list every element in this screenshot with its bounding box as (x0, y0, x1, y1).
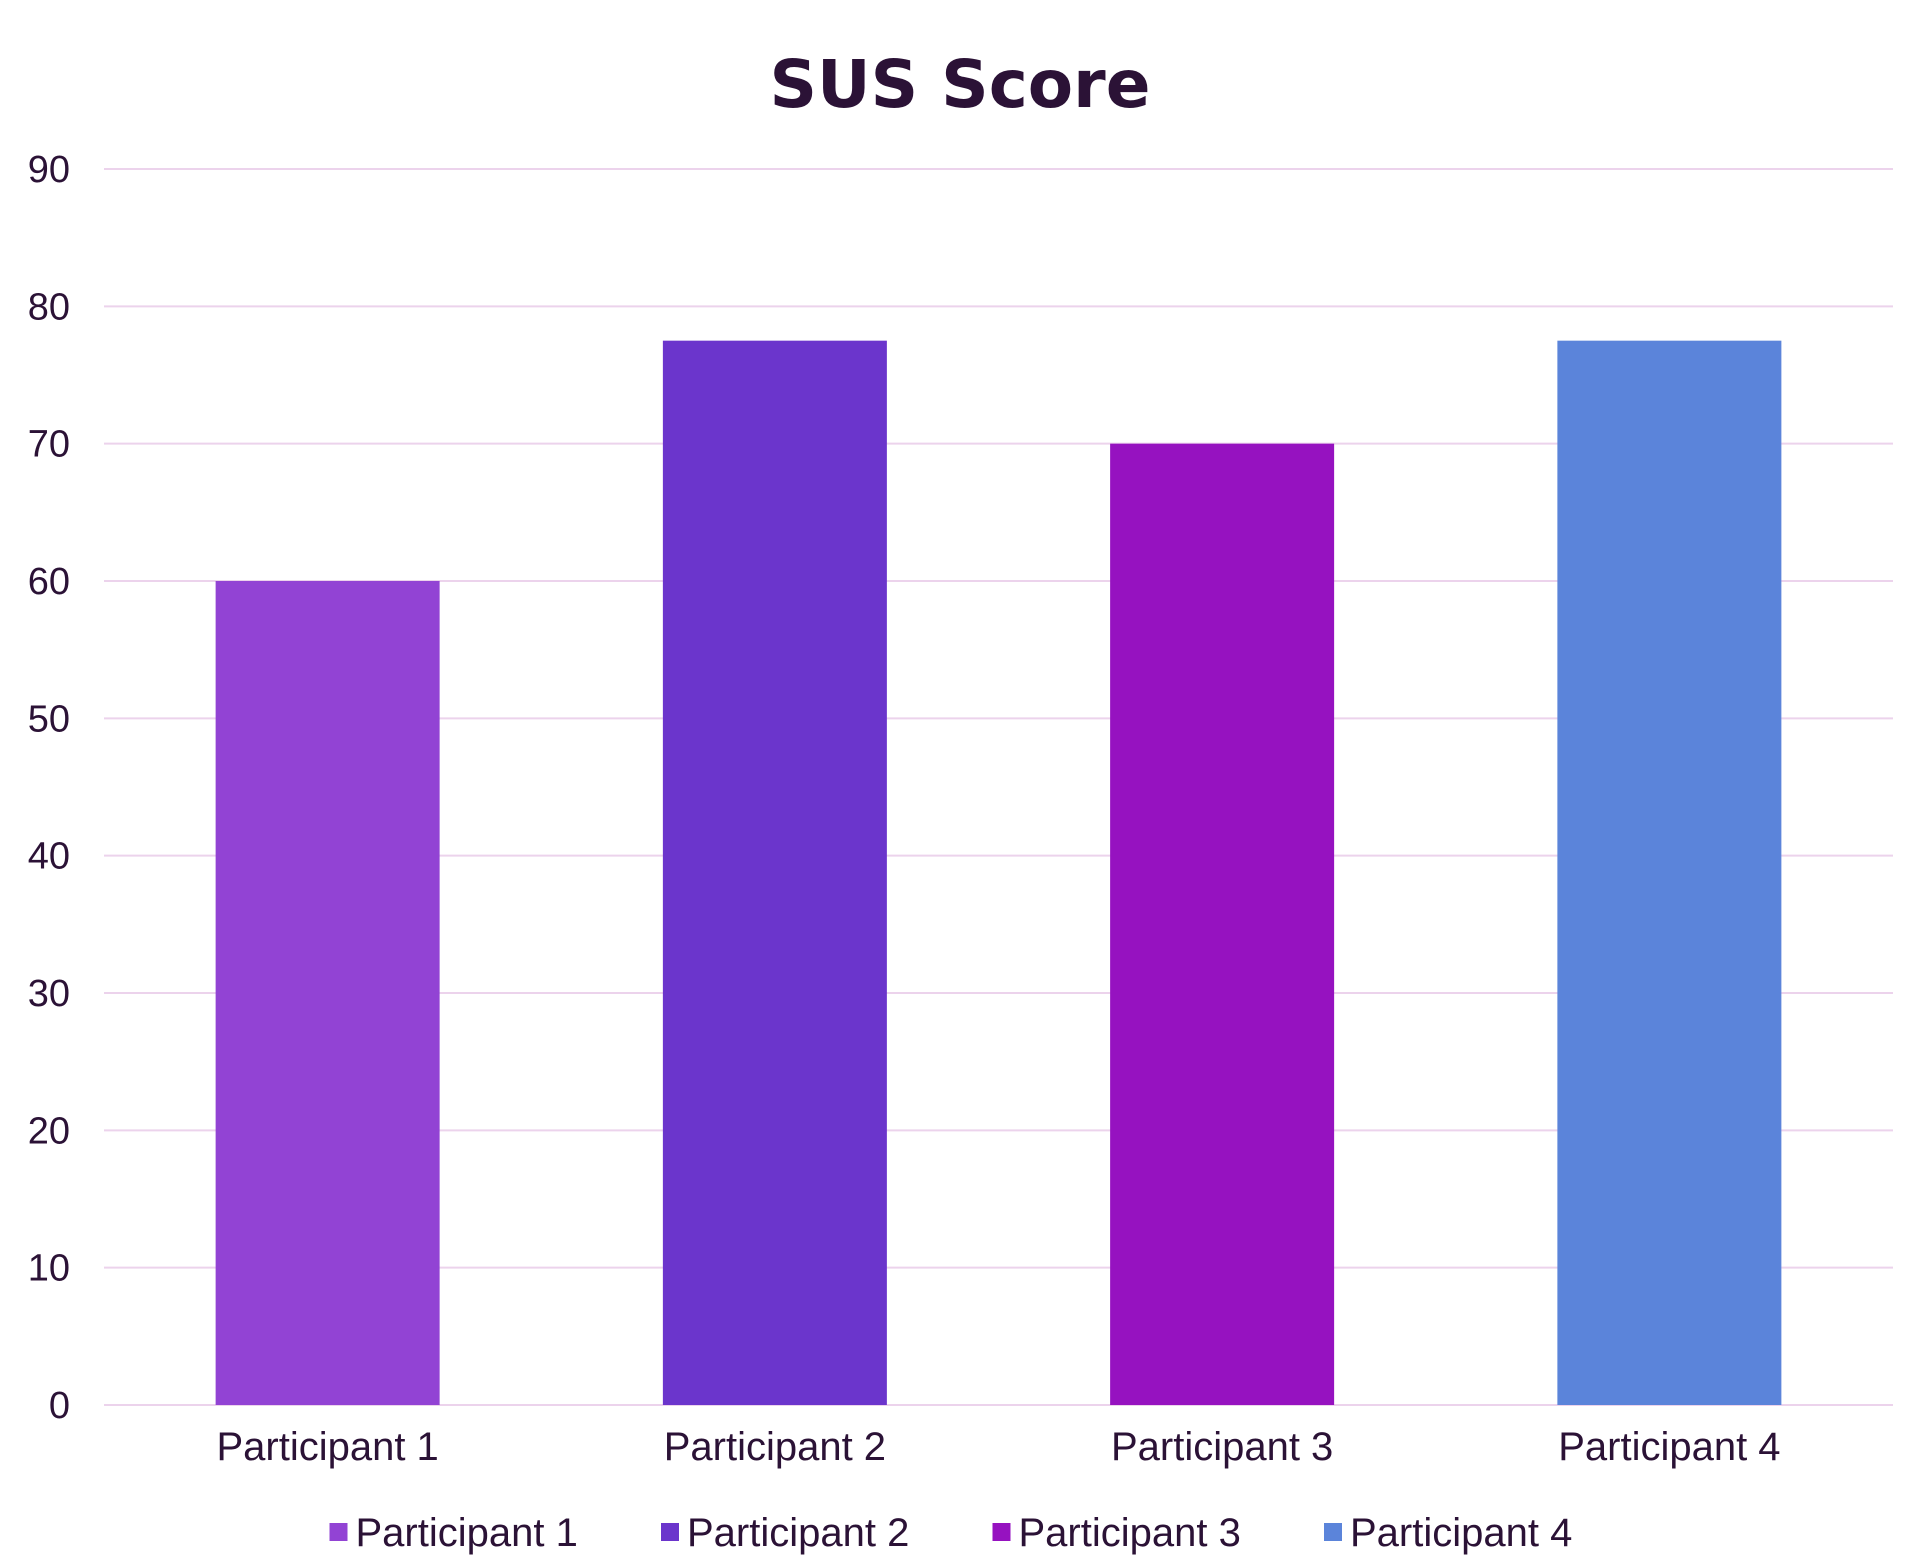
y-tick-label: 50 (28, 698, 70, 740)
x-category-label: Participant 3 (1111, 1425, 1333, 1469)
y-tick-label: 40 (28, 836, 70, 878)
x-category-label: Participant 2 (664, 1425, 886, 1469)
legend-swatch (661, 1523, 679, 1541)
y-tick-label: 10 (28, 1248, 70, 1290)
x-axis: Participant 1 Participant 2 Participant 3 P… (216, 1425, 1780, 1469)
legend-label: Participant 4 (1350, 1511, 1572, 1555)
x-category-label: Participant 1 (216, 1425, 438, 1469)
legend-label: Participant 2 (687, 1511, 909, 1555)
bars (215, 340, 1782, 1406)
bar (662, 340, 887, 1406)
legend-swatch (329, 1523, 348, 1541)
y-axis: 0 10 20 30 40 50 60 70 80 90 (28, 149, 70, 1427)
x-category-label: Participant 4 (1558, 1425, 1780, 1469)
bar (1110, 443, 1335, 1406)
y-tick-label: 20 (28, 1110, 70, 1152)
legend-swatch (992, 1523, 1011, 1541)
y-tick-label: 60 (28, 561, 70, 603)
chart-title: SUS Score (770, 46, 1151, 123)
legend-swatch (1324, 1523, 1342, 1541)
y-tick-label: 0 (49, 1385, 70, 1427)
legend: Participant 1 Participant 2 Participant 3 P… (329, 1511, 1572, 1555)
legend-label: Participant 3 (1019, 1511, 1241, 1555)
bar (215, 581, 440, 1405)
legend-label: Participant 1 (356, 1511, 578, 1555)
y-tick-label: 90 (28, 149, 70, 191)
y-tick-label: 70 (28, 424, 70, 466)
bar (1557, 340, 1782, 1406)
y-tick-label: 30 (28, 973, 70, 1015)
y-tick-label: 80 (28, 286, 70, 328)
